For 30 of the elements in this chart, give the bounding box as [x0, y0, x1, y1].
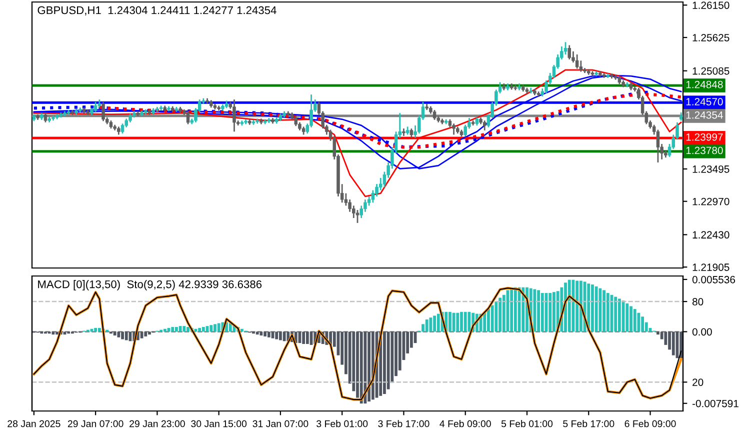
y-tick-label: 1.26150	[692, 2, 730, 9]
x-tick-label: 29 Jan 23:00	[130, 420, 185, 428]
y-tick-label: 1.25625	[692, 34, 730, 42]
y-tick-label: 1.21905	[692, 264, 730, 271]
ref-line-label: 1.24354	[686, 111, 723, 119]
x-tick-label: 6 Feb 09:00	[624, 420, 676, 428]
ref-line-label: 1.23780	[686, 146, 723, 154]
chart-title: GBPUSD,H1 1.24304 1.24411 1.24277 1.24354	[38, 6, 276, 16]
chart-title: MACD [0](13,50) Sto(9,2,5) 42.9339 36.6386	[38, 280, 262, 290]
ref-line-label: 1.23997	[686, 133, 723, 141]
x-tick-label: 30 Jan 15:00	[191, 420, 247, 428]
y-tick-label: 1.22430	[692, 231, 730, 239]
y-tick-label: -0.007591	[692, 400, 738, 408]
x-tick-label: 31 Jan 07:00	[252, 420, 308, 428]
y-tick-label: 1.25085	[692, 67, 730, 75]
y2-tick-label: 80	[692, 298, 704, 306]
ref-line-label: 1.24570	[686, 98, 723, 106]
x-tick-label: 28 Jan 2025	[8, 420, 60, 428]
x-tick-label: 5 Feb 17:00	[563, 420, 614, 428]
x-tick-label: 29 Jan 07:00	[68, 420, 124, 428]
y-tick-label: 0.005536	[692, 276, 736, 284]
x-tick-label: 3 Feb 17:00	[378, 420, 430, 428]
x-tick-label: 3 Feb 01:00	[316, 420, 368, 428]
x-tick-label: 4 Feb 09:00	[440, 420, 491, 428]
y-tick-label: 1.22970	[692, 198, 730, 206]
ref-line-label: 1.24848	[686, 80, 723, 88]
x-tick-label: 5 Feb 01:00	[501, 420, 553, 428]
y-tick-label: 1.23495	[692, 165, 730, 173]
y-tick-label: 0.00	[692, 328, 712, 336]
y2-tick-label: 20	[692, 378, 704, 386]
